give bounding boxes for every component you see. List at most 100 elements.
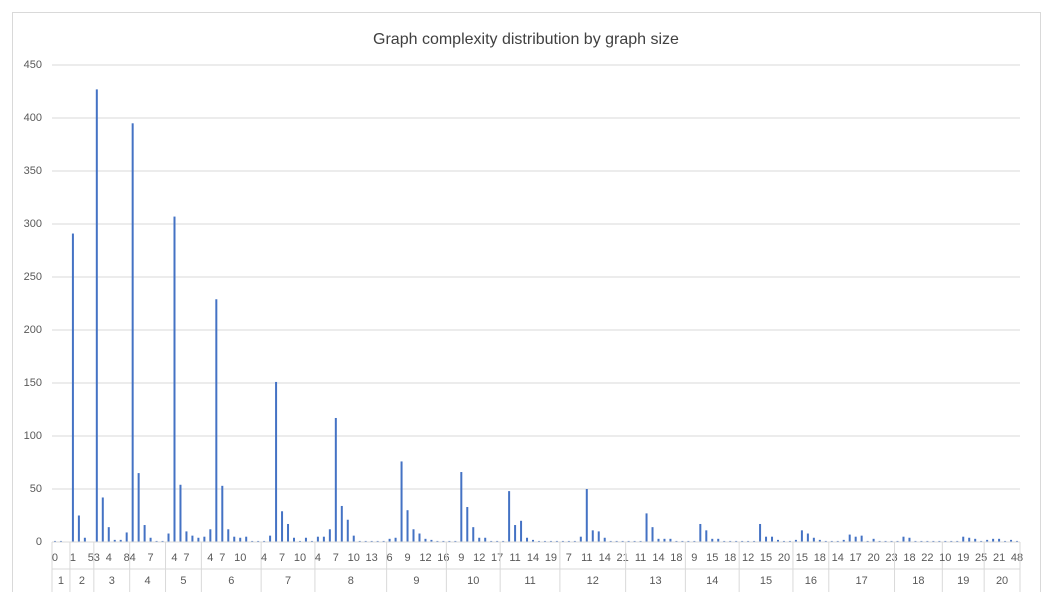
bar — [992, 538, 995, 542]
bar — [759, 523, 762, 542]
bar — [394, 537, 397, 542]
bar — [95, 89, 98, 542]
bar — [520, 520, 523, 542]
x-tick-label: 4 — [106, 552, 112, 564]
bar — [430, 539, 433, 542]
y-tick-label: 0 — [36, 536, 42, 548]
bar — [298, 540, 301, 542]
bar — [101, 497, 104, 542]
group-label: 19 — [957, 575, 969, 587]
bar — [263, 540, 266, 542]
x-tick-label: 7 — [566, 552, 572, 564]
bar — [609, 540, 612, 542]
x-tick-label: 20 — [867, 552, 879, 564]
bar — [603, 537, 606, 542]
bar — [788, 540, 791, 542]
x-tick-label: 16 — [437, 552, 449, 564]
x-tick-label: 14 — [832, 552, 844, 564]
y-tick-label: 150 — [24, 377, 42, 389]
bar — [663, 538, 666, 542]
y-tick-label: 450 — [24, 59, 42, 71]
x-tick-label: 17 — [850, 552, 862, 564]
x-tick-label: 18 — [670, 552, 682, 564]
chart-title: Graph complexity distribution by graph s… — [373, 31, 679, 48]
bar — [275, 381, 278, 542]
bar — [197, 537, 200, 542]
x-tick-label: 9 — [691, 552, 697, 564]
bar — [442, 540, 445, 542]
group-label: 3 — [109, 575, 115, 587]
bar — [591, 530, 594, 542]
bar — [657, 538, 660, 542]
bar — [436, 540, 439, 542]
bar — [675, 540, 678, 542]
bar — [711, 538, 714, 542]
group-label: 14 — [706, 575, 718, 587]
x-tick-label: 15 — [796, 552, 808, 564]
x-tick-label: 20 — [778, 552, 790, 564]
bar — [693, 540, 696, 542]
x-tick-label: 12 — [742, 552, 754, 564]
bar — [860, 535, 863, 542]
bar — [293, 537, 295, 542]
bar — [747, 540, 750, 542]
bar — [753, 540, 756, 542]
bar — [364, 540, 367, 542]
bar — [460, 472, 463, 542]
bar — [687, 540, 690, 542]
chart-frame — [12, 12, 1041, 592]
x-tick-label: 12 — [419, 552, 431, 564]
bar — [705, 530, 708, 542]
group-label: 18 — [912, 575, 924, 587]
bar — [257, 540, 260, 542]
bar — [932, 540, 935, 542]
bar — [806, 533, 809, 542]
bar — [352, 535, 355, 542]
x-tick-label: 12 — [473, 552, 485, 564]
bar — [370, 540, 373, 542]
bar — [1004, 540, 1007, 542]
bar — [962, 536, 965, 542]
bar — [281, 511, 284, 542]
group-label: 11 — [524, 575, 535, 587]
x-tick-label: 11 — [635, 552, 646, 564]
bar — [137, 473, 140, 542]
x-tick-label: 7 — [219, 552, 225, 564]
x-tick-label: 10 — [939, 552, 951, 564]
bar — [143, 525, 146, 542]
bar — [448, 540, 451, 542]
bar — [777, 539, 779, 542]
x-tick-label: 25 — [975, 552, 987, 564]
x-tick-label: 22 — [921, 552, 933, 564]
bar — [920, 540, 923, 542]
bar — [824, 540, 827, 542]
bar — [376, 540, 379, 542]
bar — [526, 537, 529, 542]
bar — [508, 491, 511, 542]
x-tick-label: 15 — [760, 552, 772, 564]
group-label: 20 — [996, 575, 1008, 587]
bar — [203, 536, 206, 542]
bar — [585, 489, 588, 542]
bar — [77, 515, 80, 542]
x-tick-label: 4 — [207, 552, 213, 564]
bar — [669, 538, 672, 542]
bar — [287, 523, 290, 542]
group-label: 7 — [285, 575, 291, 587]
bar — [950, 540, 953, 542]
bar — [717, 538, 720, 542]
bar — [723, 540, 726, 542]
bar — [304, 537, 307, 542]
bar — [185, 531, 188, 542]
bar — [269, 535, 272, 542]
bar — [741, 540, 744, 542]
x-tick-label: 18 — [814, 552, 826, 564]
bar — [466, 507, 469, 542]
bar — [119, 539, 122, 542]
bar — [328, 529, 331, 542]
group-label: 16 — [805, 575, 817, 587]
bar — [573, 540, 576, 542]
bar — [1016, 540, 1019, 542]
bar — [406, 510, 409, 542]
y-tick-label: 400 — [24, 112, 42, 124]
